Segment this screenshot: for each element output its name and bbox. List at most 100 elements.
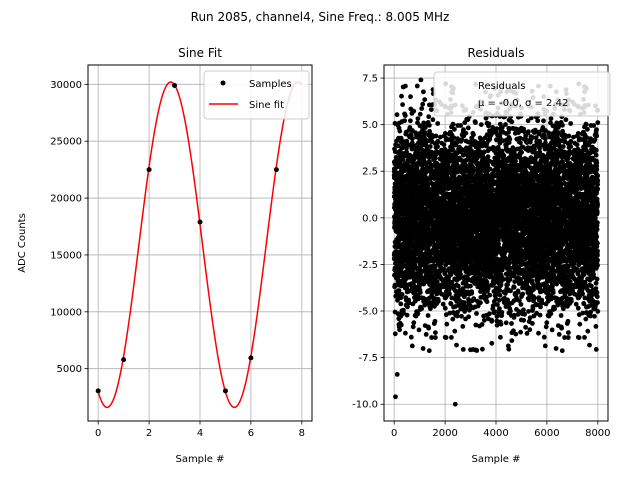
residual-point bbox=[489, 340, 495, 346]
residual-point bbox=[469, 290, 475, 296]
residual-point bbox=[478, 300, 483, 306]
sample-point bbox=[222, 388, 228, 394]
residual-point bbox=[487, 292, 493, 298]
residual-point bbox=[422, 97, 428, 102]
residual-point bbox=[480, 346, 485, 352]
residual-point bbox=[408, 334, 414, 340]
residual-point bbox=[463, 130, 469, 136]
residual-point bbox=[393, 155, 399, 160]
residual-point bbox=[417, 284, 422, 289]
residual-point bbox=[508, 308, 513, 314]
residual-point bbox=[478, 122, 484, 127]
residual-point bbox=[487, 311, 492, 317]
residual-point bbox=[395, 143, 401, 149]
x-tick-label: 0 bbox=[95, 428, 101, 439]
residual-point bbox=[414, 83, 420, 89]
sample-point bbox=[273, 167, 279, 173]
residual-point bbox=[398, 322, 404, 328]
residual-point bbox=[442, 305, 448, 311]
residuals-data bbox=[391, 77, 601, 407]
sine-fit-grid bbox=[88, 65, 312, 421]
residual-point bbox=[423, 332, 429, 337]
residual-point bbox=[454, 342, 459, 348]
residual-point bbox=[419, 306, 424, 312]
y-tick-label: 25000 bbox=[50, 137, 82, 148]
y-tick-label: 5000 bbox=[57, 364, 82, 375]
residual-point bbox=[436, 298, 441, 304]
residual-point bbox=[426, 325, 431, 331]
residual-point bbox=[433, 330, 438, 335]
residual-point bbox=[403, 281, 408, 287]
legend-sine-fit-label: Sine fit bbox=[249, 100, 284, 111]
residual-point bbox=[422, 130, 428, 135]
residual-point bbox=[481, 317, 487, 323]
legend-samples-marker bbox=[220, 80, 226, 86]
residual-point bbox=[460, 324, 466, 329]
residual-point bbox=[424, 138, 430, 144]
residual-point bbox=[468, 283, 473, 289]
figure-suptitle: Run 2085, channel4, Sine Freq.: 8.005 MH… bbox=[191, 10, 450, 24]
sample-point bbox=[95, 388, 101, 394]
residual-point bbox=[406, 300, 412, 306]
residual-point bbox=[455, 283, 461, 289]
residual-point bbox=[450, 121, 456, 127]
residual-point bbox=[417, 290, 423, 295]
sine-fit-data bbox=[95, 81, 303, 409]
residual-point bbox=[397, 327, 402, 333]
residual-point bbox=[490, 303, 496, 309]
legend-samples-label: Samples bbox=[249, 79, 292, 90]
residual-point bbox=[413, 256, 419, 262]
sine-fit-xlabel: Sample # bbox=[175, 454, 224, 465]
residual-point bbox=[513, 158, 518, 164]
residual-point bbox=[498, 282, 504, 288]
y-tick-label: 10000 bbox=[50, 307, 82, 318]
residual-point bbox=[414, 165, 420, 171]
residual-point bbox=[474, 311, 479, 316]
sample-point bbox=[121, 357, 127, 363]
residual-point bbox=[425, 313, 431, 318]
residual-point bbox=[441, 142, 447, 148]
residual-point bbox=[509, 321, 514, 326]
residual-point bbox=[449, 335, 454, 340]
residual-point bbox=[426, 348, 432, 354]
residual-point bbox=[458, 123, 463, 128]
sine-fit-ylabel: ADC Counts bbox=[17, 213, 28, 273]
residual-point bbox=[496, 297, 502, 303]
residual-point bbox=[410, 324, 416, 330]
sine-fit-legend: Samples Sine fit bbox=[203, 70, 310, 120]
residual-point bbox=[485, 154, 491, 160]
residual-point bbox=[503, 320, 509, 326]
residual-point bbox=[403, 83, 408, 89]
residual-point bbox=[497, 288, 502, 293]
y-tick-label: 20000 bbox=[50, 194, 82, 205]
residual-point bbox=[408, 94, 413, 100]
sample-point bbox=[197, 219, 203, 225]
residual-point bbox=[412, 279, 417, 284]
residual-point bbox=[420, 346, 426, 351]
residual-point bbox=[487, 166, 493, 172]
residual-point bbox=[507, 136, 513, 142]
residual-point bbox=[396, 288, 402, 294]
residual-point bbox=[427, 122, 432, 128]
residual-point bbox=[489, 317, 495, 323]
residual-point bbox=[511, 284, 517, 290]
residual-point bbox=[509, 338, 515, 343]
residual-point bbox=[409, 140, 415, 146]
residual-point bbox=[473, 120, 478, 125]
residual-point bbox=[404, 149, 409, 155]
residual-point bbox=[424, 144, 430, 149]
residual-point bbox=[462, 300, 467, 305]
residual-point bbox=[398, 135, 404, 141]
residual-point bbox=[497, 292, 503, 298]
residual-point bbox=[459, 313, 464, 319]
residual-point bbox=[444, 321, 450, 327]
residual-point bbox=[450, 316, 456, 322]
residual-point bbox=[419, 106, 425, 111]
residual-point bbox=[424, 264, 429, 269]
residual-point bbox=[403, 330, 408, 336]
residual-point bbox=[435, 144, 440, 150]
y-tick-label: 15000 bbox=[50, 250, 82, 261]
x-tick-label: 6 bbox=[248, 428, 254, 439]
x-tick-label: 2 bbox=[146, 428, 152, 439]
